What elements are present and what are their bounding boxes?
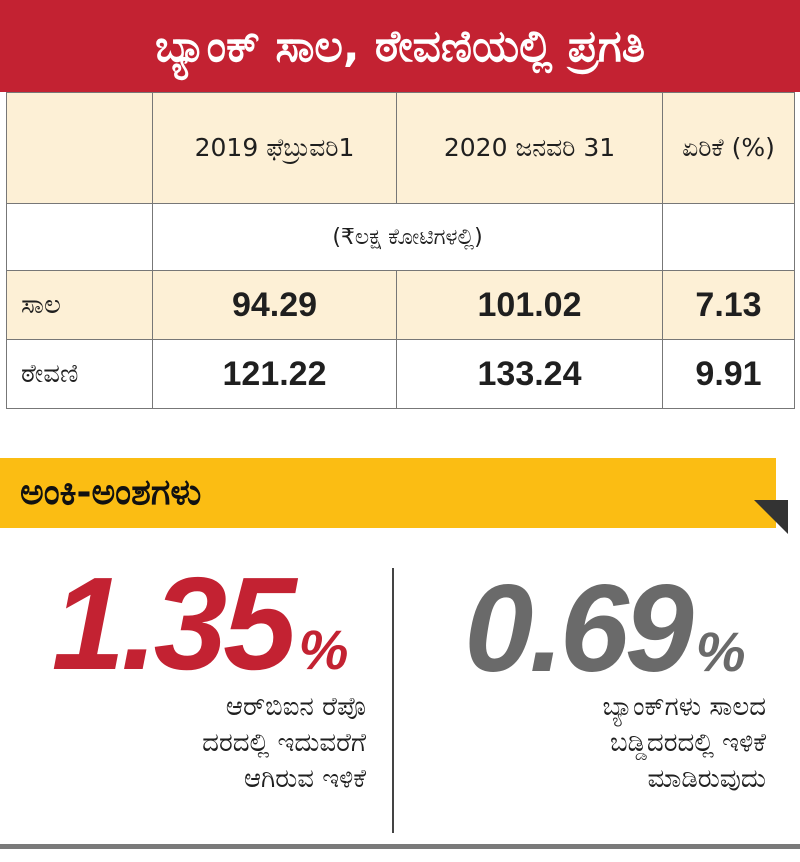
title-text: ಬ್ಯಾಂಕ್ ಸಾಲ, ಠೇವಣಿಯಲ್ಲಿ ಪ್ರಗತಿ <box>154 20 646 72</box>
lending-rate-cut-description: ಬ್ಯಾಂಕ್‌ಗಳು ಸಾಲದ ಬಡ್ಡಿದರದಲ್ಲಿ ಇಳಿಕೆ ಮಾಡಿ… <box>410 690 766 798</box>
facts-heading-bar: ಅಂಕಿ-ಅಂಶಗಳು <box>0 458 776 528</box>
deposit-2020-value: 133.24 <box>396 339 663 409</box>
percent-sign: % <box>298 618 349 681</box>
description-line: ಬಡ್ಡಿದರದಲ್ಲಿ ಇಳಿಕೆ <box>610 727 766 758</box>
unit-row: (₹ಲಕ್ಷ ಕೋಟಿಗಳಲ್ಲಿ) <box>6 203 795 271</box>
facts-heading: ಅಂಕಿ-ಅಂಶಗಳು <box>20 472 202 513</box>
unit-note: (₹ಲಕ್ಷ ಕೋಟಿಗಳಲ್ಲಿ) <box>152 203 663 271</box>
deposit-increase-value: 9.91 <box>662 339 795 409</box>
vertical-divider <box>392 568 394 833</box>
repo-rate-cut-description: ಆರ್‌ಬಿಐನ ರೆಪೊ ದರದಲ್ಲಿ ಇದುವರೆಗೆ ಆಗಿರುವ ಇಳ… <box>20 690 366 798</box>
ribbon-fold <box>754 500 788 534</box>
loan-2019-value: 94.29 <box>152 270 397 340</box>
row-label-deposit: ಠೇವಣಿ <box>6 339 153 409</box>
table-header-row: 2019 ಫೆಬ್ರುವರಿ1 2020 ಜನವರಿ 31 ಏರಿಕೆ (%) <box>6 92 795 204</box>
description-line: ಬ್ಯಾಂಕ್‌ಗಳು ಸಾಲದ <box>602 692 766 722</box>
credit-deposit-table: 2019 ಫೆಬ್ರುವರಿ1 2020 ಜನವರಿ 31 ಏರಿಕೆ (%) … <box>6 92 795 409</box>
description-line: ಆಗಿರುವ ಇಳಿಕೆ <box>243 763 366 794</box>
header-cell-increase: ಏರಿಕೆ (%) <box>662 92 795 204</box>
description-line: ಮಾಡಿರುವುದು <box>647 763 766 794</box>
lending-rate-cut-stat: 0.69% <box>420 558 790 700</box>
repo-rate-cut-value: 1.35 <box>51 550 297 697</box>
description-line: ಆರ್‌ಬಿಐನ ರೆಪೊ <box>225 692 366 722</box>
header-cell-empty <box>6 92 153 204</box>
lending-rate-cut-value: 0.69 <box>464 560 693 698</box>
deposit-2019-value: 121.22 <box>152 339 397 409</box>
header-cell-2019: 2019 ಫೆಬ್ರುವರಿ1 <box>152 92 397 204</box>
description-line: ದರದಲ್ಲಿ ಇದುವರೆಗೆ <box>202 727 366 758</box>
repo-rate-cut-stat: 1.35% <box>20 548 380 699</box>
table-row: ಸಾಲ 94.29 101.02 7.13 <box>6 270 795 340</box>
unit-row-blank <box>6 203 153 271</box>
bottom-rule <box>0 844 800 849</box>
infographic-title: ಬ್ಯಾಂಕ್ ಸಾಲ, ಠೇವಣಿಯಲ್ಲಿ ಪ್ರಗತಿ <box>0 0 800 92</box>
loan-increase-value: 7.13 <box>662 270 795 340</box>
unit-row-blank-right <box>662 203 795 271</box>
table-row: ಠೇವಣಿ 121.22 133.24 9.91 <box>6 339 795 409</box>
percent-sign: % <box>695 620 746 683</box>
header-cell-2020: 2020 ಜನವರಿ 31 <box>396 92 663 204</box>
loan-2020-value: 101.02 <box>396 270 663 340</box>
row-label-loan: ಸಾಲ <box>6 270 153 340</box>
